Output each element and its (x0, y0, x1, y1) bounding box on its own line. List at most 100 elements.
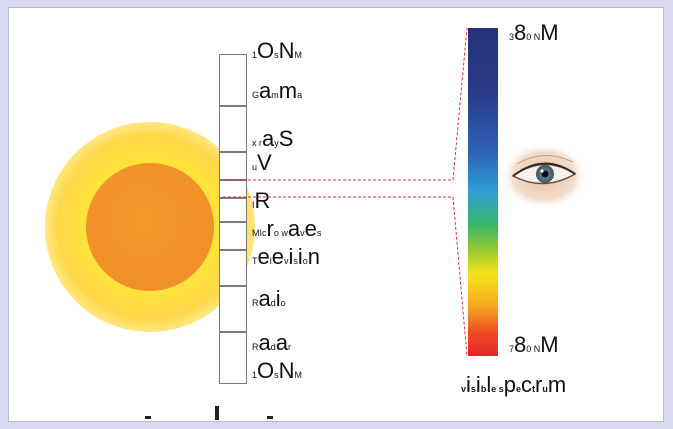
label-glyph: N (531, 344, 541, 354)
scale-cell-ir (219, 198, 247, 222)
label-glyph: e (271, 244, 284, 269)
label-glyph: MIc (252, 228, 267, 238)
cutoff-text-fragment (145, 406, 273, 420)
label-television: Television (252, 246, 320, 268)
label-10nm-bottom: 1OsNM (252, 360, 302, 382)
wavelength-scale (219, 54, 247, 384)
label-glyph: r (535, 372, 543, 397)
label-10nm-top: 1OsNM (252, 40, 302, 62)
label-glyph: m (547, 372, 567, 397)
label-glyph: d (270, 298, 276, 308)
guide-line-bottom-diagonal (452, 196, 468, 357)
label-glyph: s (470, 384, 476, 394)
label-glyph: o (302, 256, 308, 266)
label-glyph: 8 (514, 332, 527, 357)
label-ir: IR (252, 190, 270, 212)
diagram-panel: 1OsNM Gamma x rayS uV IR MIcro waves Tel… (8, 7, 664, 422)
label-glyph: 7 (509, 344, 515, 354)
label-glyph: b (480, 384, 487, 394)
label-glyph: c (521, 372, 532, 397)
label-glyph: M (294, 50, 303, 60)
scale-cell-radio (219, 286, 247, 332)
label-glyph: M (540, 332, 559, 357)
scale-cell-xrays (219, 106, 247, 152)
guide-line-top-diagonal (452, 27, 468, 181)
scale-cell-microwaves (219, 222, 247, 250)
label-glyph: e (257, 244, 270, 269)
label-glyph: m (278, 78, 298, 103)
label-glyph: M (540, 20, 559, 45)
label-glyph: a (258, 330, 271, 355)
spectrum-bottom-label: 780 NM (509, 334, 559, 356)
label-glyph: s (274, 370, 279, 380)
label-glyph: e (304, 216, 317, 241)
label-glyph: n (307, 244, 321, 269)
label-glyph: y (274, 138, 279, 148)
spectrum-top-label: 380 NM (509, 22, 559, 44)
label-glyph: O (257, 358, 275, 383)
label-glyph: d (270, 342, 276, 352)
label-radar: Radar (252, 332, 291, 354)
label-glyph: v (461, 384, 467, 394)
guide-lines (223, 27, 468, 357)
label-glyph: T (252, 256, 258, 266)
label-glyph: i (297, 244, 303, 269)
label-glyph: N (278, 38, 295, 63)
label-glyph: O (257, 38, 275, 63)
label-glyph: s (316, 228, 322, 238)
label-glyph: a (258, 286, 271, 311)
label-glyph: 0 (526, 32, 532, 42)
label-glyph: r (266, 216, 274, 241)
label-glyph: G (252, 90, 260, 100)
label-glyph: a (259, 78, 272, 103)
label-glyph: a (297, 90, 303, 100)
scale-cell-television (219, 250, 247, 286)
visible-spectrum-bar (468, 28, 498, 356)
eye-icon (500, 142, 588, 210)
label-glyph: s (293, 256, 298, 266)
label-glyph: o (280, 298, 286, 308)
label-glyph: o (273, 228, 279, 238)
label-uv: uV (252, 152, 272, 174)
label-glyph: i (275, 286, 281, 311)
label-gamma: Gamma (252, 80, 302, 102)
label-glyph: N (531, 32, 541, 42)
label-glyph: u (542, 384, 548, 394)
label-glyph: R (252, 298, 259, 308)
label-glyph: x (252, 138, 257, 148)
label-glyph: l (486, 372, 492, 397)
label-glyph: t (532, 384, 535, 394)
label-glyph: 1 (252, 370, 258, 380)
label-glyph: r (256, 138, 262, 148)
label-glyph: s (496, 384, 504, 394)
label-glyph: l (269, 256, 272, 266)
label-glyph: 3 (509, 32, 515, 42)
scale-cell-gamma (219, 54, 247, 106)
label-glyph: M (294, 370, 303, 380)
label-glyph: 1 (252, 50, 258, 60)
label-glyph: e (515, 384, 521, 394)
label-glyph: a (275, 330, 289, 355)
label-microwaves: MIcro waves (252, 218, 321, 240)
label-glyph: u (252, 162, 258, 172)
label-glyph: N (278, 358, 295, 383)
scale-cell-uv (219, 152, 247, 180)
label-radio: Radio (252, 288, 286, 310)
label-glyph: a (287, 216, 301, 241)
label-glyph: i (475, 372, 481, 397)
label-glyph: m (271, 90, 279, 100)
label-glyph: 0 (526, 344, 532, 354)
label-glyph: 8 (514, 20, 527, 45)
label-glyph: r (288, 342, 292, 352)
label-glyph: v (284, 256, 289, 266)
label-glyph: p (503, 372, 516, 397)
label-glyph: i (466, 372, 471, 397)
label-glyph: S (278, 126, 294, 151)
spectrum-caption: visible spectrum (461, 374, 566, 396)
label-glyph: v (300, 228, 305, 238)
label-glyph: a (262, 126, 275, 151)
label-glyph: R (254, 188, 271, 213)
scale-cell-radar (219, 332, 247, 384)
label-glyph: e (491, 384, 497, 394)
label-glyph: R (252, 342, 259, 352)
